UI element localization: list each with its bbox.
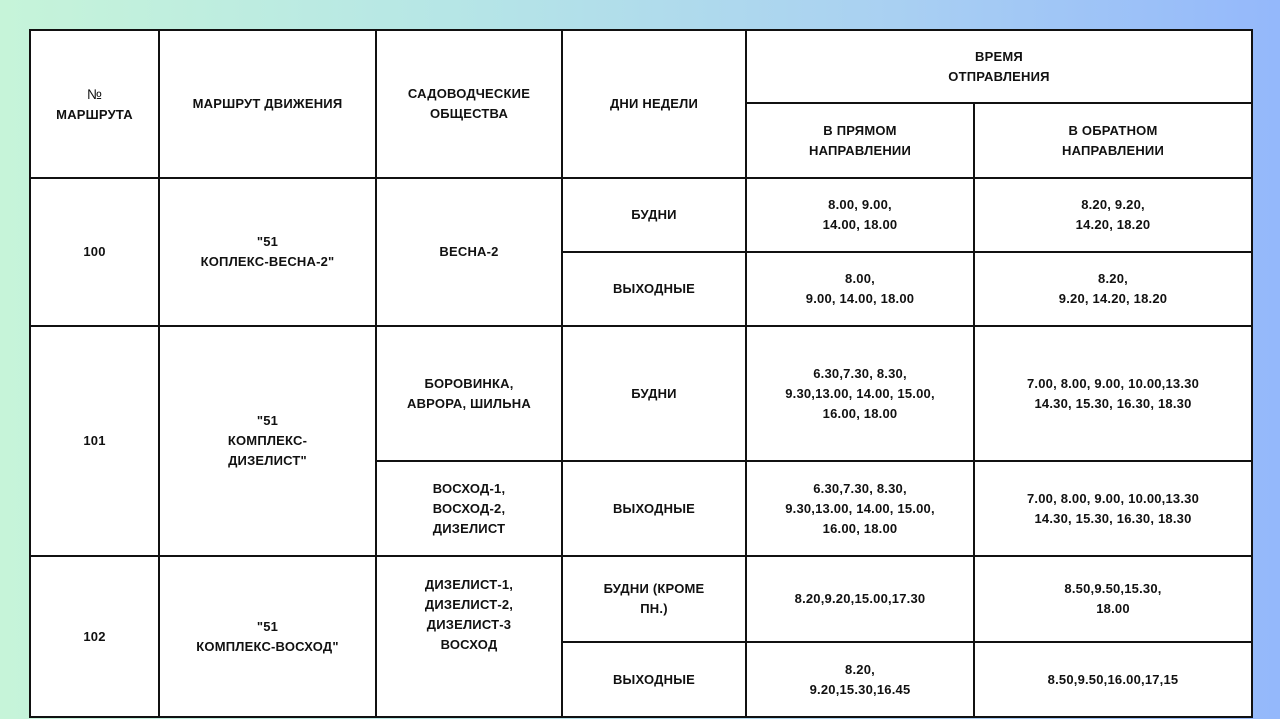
table-row: ВЫХОДНЫЕ 8.00, 9.00, 14.00, 18.00 8.20, … [30,251,1254,327]
days: БУДНИ [561,325,747,462]
header-route-path: МАРШРУТ ДВИЖЕНИЯ [158,29,377,179]
route-number: 101 [29,325,160,557]
forward-times: 8.20, 9.20,15.30,16.45 [745,641,975,718]
header-departure-time: ВРЕМЯ ОТПРАВЛЕНИЯ [744,29,1254,104]
table-row: 101 "51 КОМПЛЕКС- ДИЗЕЛИСТ" БОРОВИНКА, А… [29,325,1254,557]
route-number: 100 [29,177,160,327]
route-societies: ВЕСНА-2 [375,177,563,327]
route-societies: ВОСХОД-1, ВОСХОД-2, ДИЗЕЛИСТ [375,460,563,557]
backward-times: 7.00, 8.00, 9.00, 10.00,13.30 14.30, 15.… [972,460,1254,557]
forward-times: 8.20,9.20,15.00,17.30 [745,555,975,643]
number-sign: № [86,85,103,102]
backward-times: 8.50,9.50,15.30, 18.00 [972,555,1254,643]
header-forward: В ПРЯМОМ НАПРАВЛЕНИИ [745,102,975,179]
header-subrow: В ПРЯМОМ НАПРАВЛЕНИИ В ОБРАТНОМ НАПРАВЛЕ… [30,102,1254,179]
backward-times: 8.50,9.50,16.00,17,15 [972,641,1254,718]
route-societies: ДИЗЕЛИСТ-1, ДИЗЕЛИСТ-2, ДИЗЕЛИСТ-3 ВОСХО… [375,555,563,718]
header-route-number: № МАРШРУТА [29,29,160,179]
header-row: № МАРШРУТА МАРШРУТ ДВИЖЕНИЯ САДОВОДЧЕСКИ… [29,29,1254,179]
backward-times: 7.00, 8.00, 9.00, 10.00,13.30 14.30, 15.… [972,325,1254,462]
backward-times: 8.20, 9.20, 14.20, 18.20 [972,177,1254,253]
header-societies: САДОВОДЧЕСКИЕ ОБЩЕСТВА [375,29,563,179]
bus-schedule-table: № МАРШРУТА МАРШРУТ ДВИЖЕНИЯ САДОВОДЧЕСКИ… [29,29,1254,718]
forward-times: 6.30,7.30, 8.30, 9.30,13.00, 14.00, 15.0… [745,460,975,557]
days: БУДНИ [561,177,747,253]
days: ВЫХОДНЫЕ [561,251,747,327]
backward-times: 8.20, 9.20, 14.20, 18.20 [972,251,1254,327]
route-path: "51 КОМПЛЕКС-ВОСХОД" [158,555,377,718]
table-row: 102 "51 КОМПЛЕКС-ВОСХОД" ДИЗЕЛИСТ-1, ДИЗ… [29,555,1254,718]
header-weekdays: ДНИ НЕДЕЛИ [561,29,747,179]
route-societies: БОРОВИНКА, АВРОРА, ШИЛЬНА [375,325,563,462]
header-backward: В ОБРАТНОМ НАПРАВЛЕНИИ [972,102,1254,179]
route-path: "51 КОПЛЕКС-ВЕСНА-2" [158,177,377,327]
table-row: 100 "51 КОПЛЕКС-ВЕСНА-2" ВЕСНА-2 БУДНИ 8… [29,177,1254,327]
days: ВЫХОДНЫЕ [561,641,747,718]
route-path: "51 КОМПЛЕКС- ДИЗЕЛИСТ" [158,325,377,557]
route-number: 102 [29,555,160,718]
days: ВЫХОДНЫЕ [561,460,747,557]
forward-times: 8.00, 9.00, 14.00, 18.00 [745,251,975,327]
table-row: ВЫХОДНЫЕ 8.20, 9.20,15.30,16.45 8.50,9.5… [30,641,1254,718]
forward-times: 8.00, 9.00, 14.00, 18.00 [745,177,975,253]
forward-times: 6.30,7.30, 8.30, 9.30,13.00, 14.00, 15.0… [745,325,975,462]
days: БУДНИ (КРОМЕ ПН.) [561,555,747,643]
table-row: ВОСХОД-1, ВОСХОД-2, ДИЗЕЛИСТ ВЫХОДНЫЕ 6.… [30,460,1254,557]
route-number-label: МАРШРУТА [56,106,133,122]
